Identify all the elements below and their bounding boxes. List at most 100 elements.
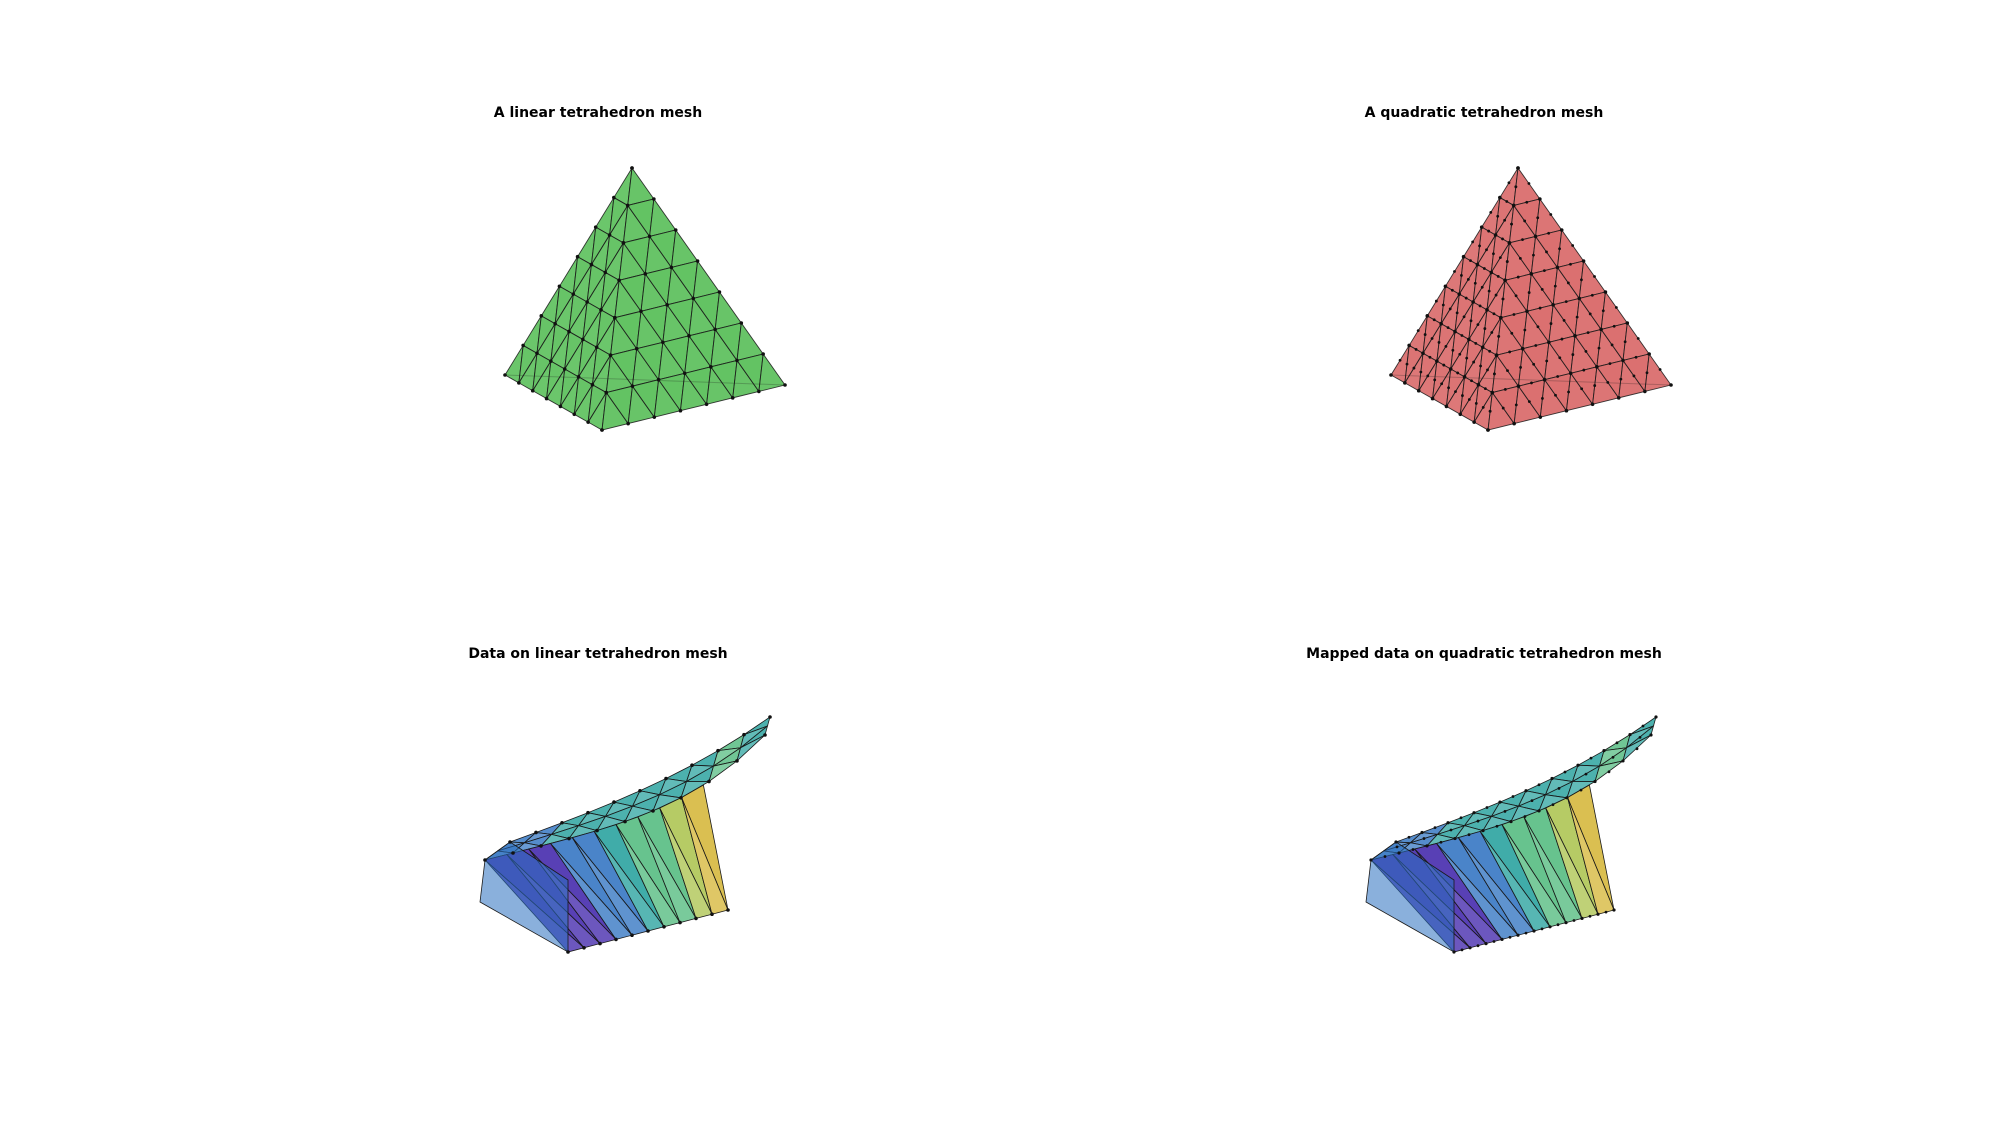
mesh-node [1616,396,1621,400]
mesh-node [572,412,577,417]
mesh-node [549,359,553,363]
surface-node [735,759,739,763]
mesh-midnode [1486,368,1489,372]
mesh-node [639,309,643,314]
surface-node [651,809,655,813]
mesh-midnode [1536,216,1540,220]
mesh-midnode [1571,353,1575,356]
mesh-midnode [1584,349,1588,353]
mesh-node [1590,402,1595,407]
mesh-midnode [1597,346,1601,350]
surface-node [586,810,590,815]
surface-midnode [1511,795,1515,798]
surface-element [736,734,766,763]
mesh-midnode [1423,333,1427,336]
mesh-node [1448,367,1453,371]
surface-node [566,950,570,954]
mesh-node [1486,428,1490,432]
mesh-midnode [1473,281,1477,285]
surface-node [1576,763,1580,767]
mesh-node [585,300,589,304]
mesh-midnode [1521,238,1524,242]
surface-node [1397,851,1401,855]
mesh-midnode [1593,384,1597,387]
mesh-node [553,321,557,326]
surface-end-face [1365,841,1455,953]
mesh-node [1389,373,1393,377]
mesh-node [599,308,603,312]
mesh-midnode [1514,185,1518,189]
mesh-node [562,367,567,371]
mesh-midnode [1547,231,1551,235]
surface-midnode [1411,848,1415,851]
mesh-node [621,241,626,245]
mesh-midnode [1580,278,1583,282]
surface-node [1425,844,1429,848]
mesh-node [1489,270,1494,275]
mesh-node [652,415,657,419]
mesh-node [1425,314,1430,318]
mesh-midnode [1608,362,1612,366]
surface-node [1509,819,1513,824]
mesh-midnode [1469,319,1473,323]
surface-node [707,779,711,784]
surface-node [1500,937,1504,942]
surface-node [1564,921,1568,925]
mesh-node [607,233,612,237]
mesh-node [1547,340,1551,345]
data-quadratic-mesh-surface [1365,715,1658,954]
mesh-midnode [1545,359,1549,363]
mesh-node [1503,278,1507,283]
mesh-node [613,315,617,320]
mesh-node [625,203,630,208]
mesh-midnode [1481,405,1485,409]
mesh-node [1551,303,1555,307]
surface-midnode [1604,910,1608,914]
surface-node [560,820,564,825]
mesh-midnode [1494,293,1498,297]
mesh-node [1475,262,1480,267]
mesh-midnode [1523,328,1527,332]
mesh-node [1643,389,1647,394]
surface-midnode [1615,741,1619,745]
mesh-node [1647,352,1651,356]
mesh-midnode [1545,250,1548,254]
mesh-node [1453,329,1457,334]
surface-node [1550,776,1554,781]
mesh-node [1494,353,1499,357]
surface-element [593,831,665,932]
mesh-node [713,327,717,332]
mesh-midnode [1580,387,1584,391]
surface-node [534,830,538,835]
mesh-node [593,225,598,229]
mesh-midnode [1488,349,1492,353]
mesh-midnode [1514,294,1518,298]
surface-end-face [479,841,569,953]
quadratic-tetrahedron-mesh [1389,166,1673,432]
mesh-midnode [1554,393,1557,397]
mesh-midnode [1575,315,1579,319]
mesh-node [669,265,674,270]
mesh-midnode [1508,350,1512,354]
mesh-midnode [1432,318,1436,322]
mesh-node [656,377,661,382]
surface-midnode [1422,837,1426,840]
surface-midnode [1588,914,1592,918]
surface-node [690,763,694,768]
mesh-midnode [1497,335,1501,338]
mesh-midnode [1505,200,1509,203]
mesh-node [590,382,595,387]
mesh-node [1416,388,1421,393]
surface-midnode [1530,799,1534,803]
mesh-midnode [1534,344,1538,347]
mesh-midnode [1541,397,1544,400]
mesh-midnode [1442,363,1446,367]
mesh-midnode [1482,267,1486,270]
mesh-node [1529,272,1534,276]
mesh-element [1644,352,1672,393]
surface-midnode [1495,824,1499,828]
mesh-node [1507,241,1512,245]
surface-node [614,937,618,942]
surface-midnode [1638,735,1642,739]
surface-node [1452,950,1456,954]
